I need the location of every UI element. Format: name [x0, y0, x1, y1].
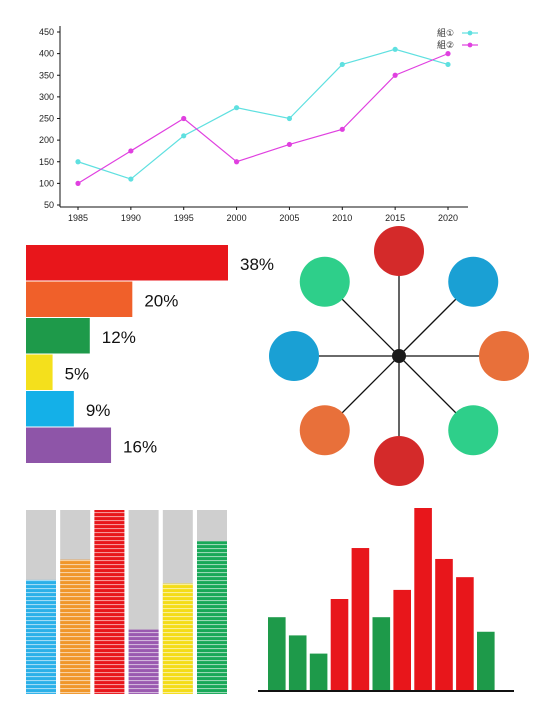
line-chart: 50 100 150 200 250 300 350 400 450 1985 1990 1995 20…	[39, 26, 478, 223]
hub-center	[392, 349, 406, 363]
vbar	[456, 577, 474, 690]
x-tick-label: 2000	[227, 213, 247, 223]
series-1-point	[286, 115, 293, 122]
series-1-point	[392, 46, 398, 52]
vbar	[435, 558, 453, 690]
hbar-value-label: 16%	[123, 438, 157, 457]
node-circle	[374, 226, 424, 276]
hbar-value-label: 12%	[102, 328, 136, 347]
legend-marker-2	[467, 42, 473, 48]
hbar-value-label: 9%	[86, 401, 111, 420]
series-2-point	[392, 72, 398, 78]
vbar	[414, 508, 432, 690]
x-tick-label: 2020	[438, 213, 458, 223]
progress-fill	[197, 541, 227, 694]
x-tick-label: 1985	[68, 213, 88, 223]
series-1-point	[181, 133, 187, 139]
vbar	[330, 599, 349, 690]
series-2-point	[445, 51, 451, 57]
hbar-value-label: 5%	[65, 365, 90, 384]
progress-bar-chart	[26, 510, 227, 694]
vbar	[351, 548, 370, 690]
legend-label-1: 組①	[437, 27, 454, 39]
series-2-point	[75, 180, 81, 186]
x-tick-label: 2015	[385, 213, 405, 223]
series-line-1	[77, 48, 449, 180]
series-1-point	[233, 105, 240, 111]
y-tick-label: 400	[39, 49, 54, 59]
legend-label-2: 組②	[437, 39, 454, 51]
x-tick-label: 1995	[174, 213, 194, 223]
y-tick-label: 50	[44, 200, 54, 210]
series-2-point	[128, 148, 134, 154]
series-1-point	[128, 176, 134, 182]
hbar	[26, 318, 90, 354]
progress-fill	[94, 510, 125, 694]
progress-fill	[26, 579, 56, 694]
series-2-point	[181, 115, 187, 122]
vbar	[393, 589, 411, 690]
series-2-point	[286, 141, 293, 148]
vbar	[309, 653, 328, 690]
node-circle	[374, 436, 424, 486]
progress-fill	[128, 629, 159, 694]
y-tick-label: 200	[39, 135, 54, 145]
hbar	[26, 427, 112, 463]
hbar	[26, 391, 74, 427]
vertical-bar-chart	[258, 508, 514, 692]
hub-diagram	[269, 226, 529, 486]
series-1-point	[445, 61, 451, 68]
vbar	[288, 635, 307, 690]
series-1-point	[339, 61, 345, 68]
series-2-point	[339, 126, 345, 132]
y-tick-label: 450	[39, 27, 54, 37]
y-tick-label: 300	[39, 92, 54, 102]
vbar	[477, 631, 495, 690]
node-circle	[269, 331, 319, 381]
y-tick-label: 150	[39, 157, 54, 167]
series-1-point	[75, 159, 81, 165]
node-circle	[299, 256, 350, 307]
node-circle	[299, 405, 350, 456]
progress-fill	[60, 559, 91, 694]
y-tick-label: 250	[39, 114, 54, 124]
progress-fill	[162, 583, 193, 694]
y-tick-label: 350	[39, 70, 54, 80]
x-tick-label: 2010	[332, 213, 352, 223]
hbar	[26, 281, 133, 317]
vbar	[268, 617, 286, 690]
node-circle	[448, 256, 499, 307]
node-circle	[479, 331, 529, 381]
hbar-value-label: 38%	[240, 255, 274, 274]
horizontal-bar-chart: 38% 20% 12% 5% 9% 16%	[26, 245, 274, 463]
hbar	[26, 354, 53, 390]
series-2-point	[233, 159, 240, 165]
node-circle	[448, 405, 499, 456]
x-tick-label: 2005	[279, 213, 299, 223]
hbar-value-label: 20%	[144, 292, 178, 311]
y-tick-label: 100	[39, 178, 54, 188]
hbar	[26, 245, 228, 281]
series-line-2	[77, 53, 449, 184]
legend-marker-1	[467, 30, 473, 36]
vbar	[372, 617, 391, 690]
x-tick-label: 1990	[121, 213, 141, 223]
